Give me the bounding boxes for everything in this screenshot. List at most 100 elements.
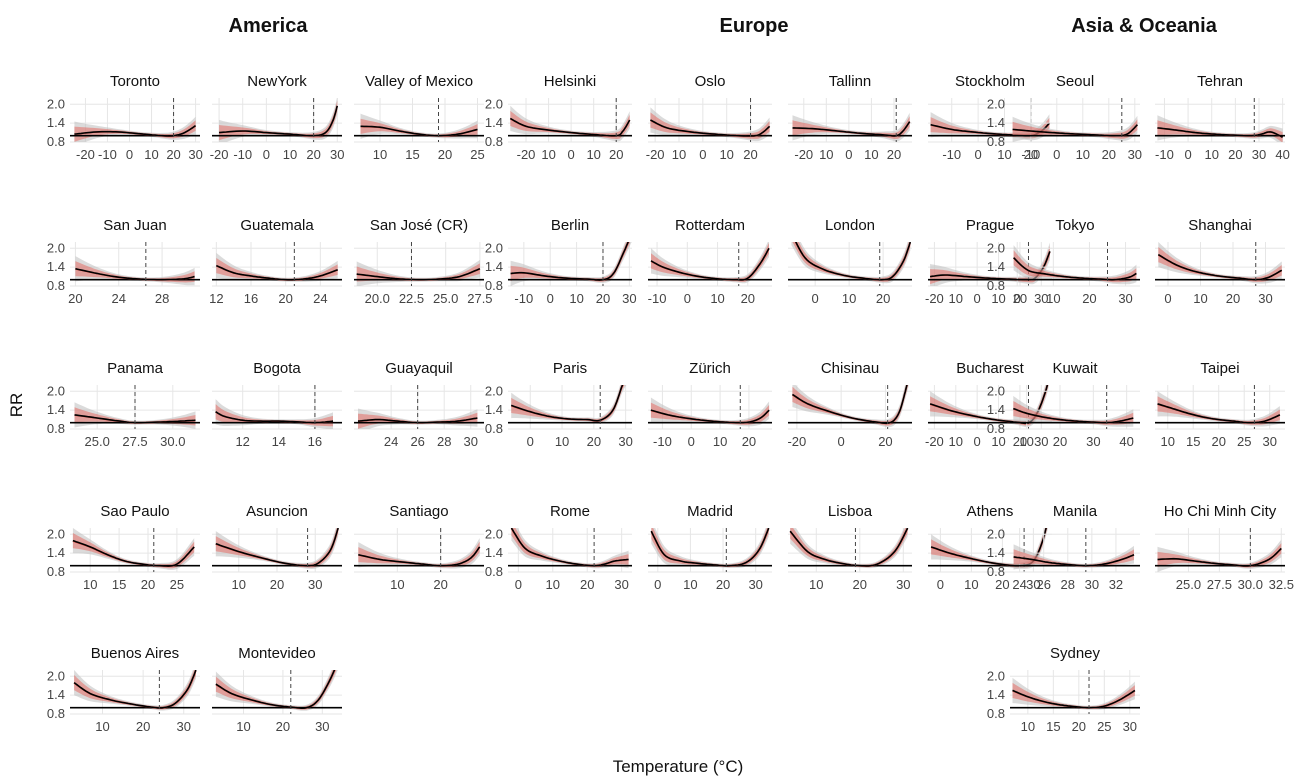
x-tick-label: 24 (384, 434, 398, 449)
x-tick-label: 16 (244, 291, 258, 306)
x-tick-label: 20 (141, 577, 155, 592)
x-tick-label: 14 (272, 434, 286, 449)
ci-band-red (650, 112, 770, 139)
x-tick-label: 0 (684, 291, 691, 306)
panel-title-shanghai: Shanghai (1188, 217, 1251, 234)
panel-title-panama: Panama (107, 360, 164, 377)
panel-tehran: Tehran -10 0 10 20 30 40 (1155, 73, 1290, 162)
x-tick-label: 20 (433, 577, 447, 592)
x-tick-label: 10 (964, 577, 978, 592)
x-tick-label: 0 (515, 577, 522, 592)
y-tick-label: 2.0 (987, 240, 1005, 255)
panel-zurich: Zürich -10 0 10 20 (648, 360, 772, 449)
ci-band-red (510, 242, 631, 282)
x-tick-label: 20 (1102, 147, 1116, 162)
grid-toronto (70, 98, 200, 143)
x-tick-label: 0 (568, 147, 575, 162)
plot-area-rome (508, 528, 632, 569)
x-tick-label: 30.0 (160, 434, 185, 449)
x-tick-label: 20 (1013, 291, 1027, 306)
x-tick-label: 20 (587, 434, 601, 449)
series-line-black (510, 528, 629, 567)
series-line-black (356, 267, 481, 281)
y-tick-label: 0.8 (485, 278, 503, 293)
x-tick-label: 30 (1118, 291, 1132, 306)
x-tick-label: 30 (1252, 147, 1266, 162)
ci-band-grey (74, 670, 196, 711)
panel-santiago: Santiago 10 20 (354, 503, 484, 592)
panel-title-guatemala: Guatemala (240, 217, 314, 234)
group-title-europe: Europe (720, 15, 789, 37)
panel-title-berlin: Berlin (551, 217, 589, 234)
x-tick-label: 24 (112, 291, 126, 306)
y-tick-label: 0.8 (987, 564, 1005, 579)
panel-title-oslo: Oslo (695, 73, 726, 90)
x-tick-label: 10 (144, 147, 158, 162)
plot-area-helsinki (508, 105, 632, 142)
panel-title-madrid: Madrid (687, 503, 733, 520)
ci-band-grey (358, 408, 478, 429)
grid-sao-paulo (70, 528, 200, 573)
ci-band-grey (360, 113, 478, 139)
x-tick-label: 20 (742, 434, 756, 449)
y-tick-label: 0.8 (987, 706, 1005, 721)
x-tick-label: 0 (975, 147, 982, 162)
ci-band-red (930, 246, 1050, 285)
plot-area-shanghai (1155, 242, 1285, 284)
y-tick-label: 2.0 (987, 526, 1005, 541)
x-tick-label: 20 (270, 577, 284, 592)
x-tick-label: 25.0 (1176, 577, 1201, 592)
x-tick-label: 30 (1085, 577, 1099, 592)
ci-band-red (792, 116, 910, 139)
ci-band-red (650, 402, 770, 425)
x-tick-label: -10 (514, 291, 533, 306)
panel-title-valley-of-mexico: Valley of Mexico (365, 73, 473, 90)
series-line-black (794, 242, 912, 281)
series-line-black (75, 267, 195, 281)
ci-band-grey (1157, 391, 1280, 427)
x-tick-label: 20 (887, 147, 901, 162)
x-tick-label: 25 (470, 147, 484, 162)
panel-sao-paulo: Sao Paulo 0.8 1.4 2.0 10 15 20 25 (47, 503, 200, 592)
x-tick-label: 10 (555, 434, 569, 449)
ci-band-grey (931, 528, 1049, 569)
series-line-black (509, 117, 631, 137)
panel-buenos-aires: Buenos Aires 0.8 1.4 2.0 10 20 30 (47, 645, 200, 734)
panel-title-buenos-aires: Buenos Aires (91, 645, 179, 662)
x-tick-label: 12 (209, 291, 223, 306)
series-line-black (215, 411, 334, 424)
panel-helsinki: Helsinki 0.8 1.4 2.0 -20 10 0 10 20 (485, 73, 632, 162)
x-tick-label: 0 (845, 147, 852, 162)
y-tick-label: 1.4 (47, 687, 65, 702)
x-tick-label: 16 (308, 434, 322, 449)
panel-title-seoul: Seoul (1056, 73, 1094, 90)
panel-san-jose-cr: San José (CR) 20.0 22.5 25.0 27.5 (354, 217, 493, 306)
series-line-black (1157, 253, 1283, 281)
x-tick-label: 20 (1053, 434, 1067, 449)
x-tick-label: 20 (716, 577, 730, 592)
x-tick-label: 0 (974, 434, 981, 449)
x-tick-label: 30 (315, 719, 329, 734)
panel-lisboa: Lisboa 10 20 30 (788, 503, 912, 592)
x-tick-label: 27.5 (122, 434, 147, 449)
plot-area-tehran (1155, 115, 1285, 142)
x-tick-label: 10 (1076, 147, 1090, 162)
x-tick-label: 30 (1026, 577, 1040, 592)
panel-title-lisboa: Lisboa (828, 503, 873, 520)
x-tick-label: 32 (1109, 577, 1123, 592)
x-tick-label: 10 (710, 291, 724, 306)
x-tick-label: 30 (177, 719, 191, 734)
x-tick-label: 15 (405, 147, 419, 162)
y-tick-label: 2.0 (485, 96, 503, 111)
x-tick-label: 0 (654, 577, 661, 592)
panel-title-toronto: Toronto (110, 73, 160, 90)
ci-band-grey (791, 242, 911, 284)
panel-title-san-jose-cr: San José (CR) (370, 217, 468, 234)
x-tick-label: 0 (263, 147, 270, 162)
x-tick-label: 10 (83, 577, 97, 592)
y-tick-label: 0.8 (47, 134, 65, 149)
y-tick-label: 1.4 (47, 402, 65, 417)
x-tick-label: 30 (1258, 291, 1272, 306)
